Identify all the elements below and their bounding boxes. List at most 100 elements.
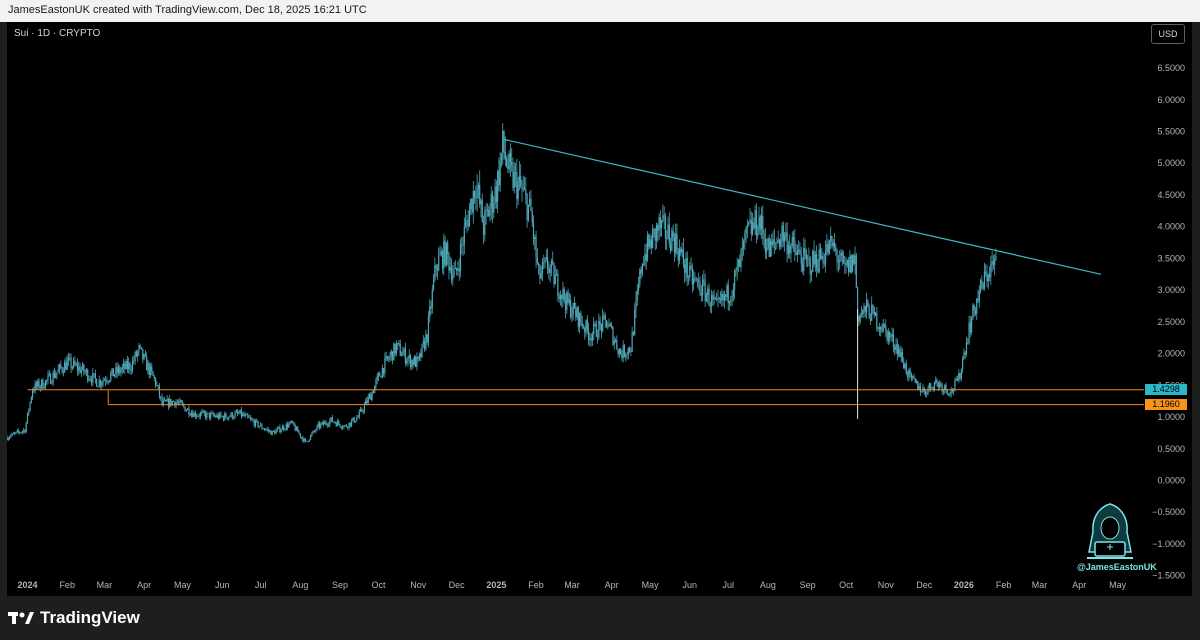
chart-area[interactable]: 7.00006.50006.00005.50005.00004.50004.00… — [7, 22, 1192, 596]
candle-body — [918, 386, 920, 390]
candle-body — [754, 210, 756, 229]
candle-body — [757, 233, 759, 236]
candle-body — [120, 370, 122, 373]
candle-body — [912, 376, 914, 378]
candle-body — [280, 429, 282, 432]
candle-body — [927, 388, 929, 394]
candle-body — [370, 394, 372, 400]
candle-body — [448, 254, 450, 271]
candle-body — [702, 279, 704, 296]
candle-body — [7, 437, 8, 440]
candle-body — [753, 222, 755, 229]
candle-body — [511, 161, 513, 166]
caption-bar: JamesEastonUK created with TradingView.c… — [0, 0, 1200, 22]
candle-body — [327, 424, 330, 426]
candle-body — [777, 239, 779, 244]
candle-body — [571, 314, 573, 318]
candle-body — [539, 266, 541, 279]
candle-body — [865, 300, 868, 313]
candle-body — [32, 390, 34, 398]
candle-body — [803, 248, 805, 271]
candle-body — [308, 439, 310, 442]
candle-body — [710, 294, 713, 306]
candle-body — [668, 224, 670, 244]
candle-body — [655, 225, 658, 241]
y-tick-label: 4.5000 — [1157, 190, 1185, 200]
candle-body — [294, 425, 296, 431]
candle-body — [698, 280, 700, 283]
candle-body — [582, 326, 585, 328]
candle-body — [24, 429, 26, 433]
candle-body — [800, 254, 802, 264]
candle-body — [357, 416, 359, 418]
candle-body — [543, 262, 545, 264]
candle-body — [541, 262, 544, 273]
candle-body — [887, 331, 889, 341]
candle-body — [421, 343, 423, 358]
candle-body — [261, 424, 263, 429]
candle-body — [604, 315, 606, 321]
candle-body — [176, 402, 178, 404]
candle-body — [898, 348, 900, 355]
candle-body — [379, 373, 381, 377]
candle-body — [482, 222, 485, 235]
candle-body — [817, 268, 819, 272]
candle-body — [504, 152, 506, 160]
y-tick-label: 5.5000 — [1157, 127, 1185, 137]
candle-body — [415, 356, 417, 367]
candle-body — [252, 419, 254, 421]
candle-body — [508, 153, 510, 169]
candle-body — [467, 220, 469, 227]
candle-body — [690, 265, 692, 269]
y-tick-label: 6.0000 — [1157, 95, 1185, 105]
candle-body — [449, 267, 451, 271]
candle-body — [311, 433, 313, 436]
x-tick-label: Oct — [839, 580, 854, 590]
candle-body — [188, 408, 190, 415]
candle-body — [699, 282, 701, 294]
candle-body — [350, 420, 353, 426]
candle-body — [846, 260, 848, 266]
candle-body — [548, 268, 550, 274]
candle-body — [481, 200, 483, 223]
candle-body — [935, 380, 937, 383]
candle-body — [409, 355, 412, 367]
candle-body — [828, 240, 831, 254]
candle-body — [75, 364, 77, 365]
candle-body — [394, 343, 396, 354]
candle-body — [170, 398, 172, 405]
candle-body — [38, 380, 40, 389]
candle-body — [622, 345, 624, 359]
price-chart[interactable]: 7.00006.50006.00005.50005.00004.50004.00… — [7, 22, 1192, 596]
candle-body — [156, 385, 158, 386]
currency-button[interactable]: USD — [1151, 24, 1185, 44]
candle-body — [895, 344, 897, 350]
candle-body — [62, 371, 64, 373]
candle-body — [821, 255, 823, 260]
candle-body — [459, 244, 462, 272]
candle-body — [599, 320, 601, 324]
candle-body — [804, 248, 806, 254]
trendline — [502, 138, 1102, 275]
candle-body — [914, 378, 916, 383]
candle-body — [416, 356, 418, 367]
candle-body — [403, 348, 405, 353]
tradingview-logo[interactable]: TradingView — [8, 608, 140, 628]
y-tick-label: 1.0000 — [1157, 412, 1185, 422]
candle-body — [799, 249, 801, 255]
price-tag-lower: 1.1960 — [1145, 399, 1187, 411]
candle-body — [335, 422, 337, 426]
candle-body — [243, 413, 245, 416]
candle-body — [221, 416, 223, 417]
candle-body — [69, 357, 71, 359]
candle-body — [175, 402, 177, 406]
candle-body — [603, 315, 605, 316]
candle-body — [731, 295, 733, 302]
candle-body — [663, 215, 665, 218]
candle-body — [644, 254, 646, 265]
candle-body — [235, 411, 237, 413]
candle-body — [818, 249, 820, 272]
candle-body — [766, 248, 768, 252]
candle-body — [938, 383, 941, 387]
candle-body — [324, 422, 326, 425]
